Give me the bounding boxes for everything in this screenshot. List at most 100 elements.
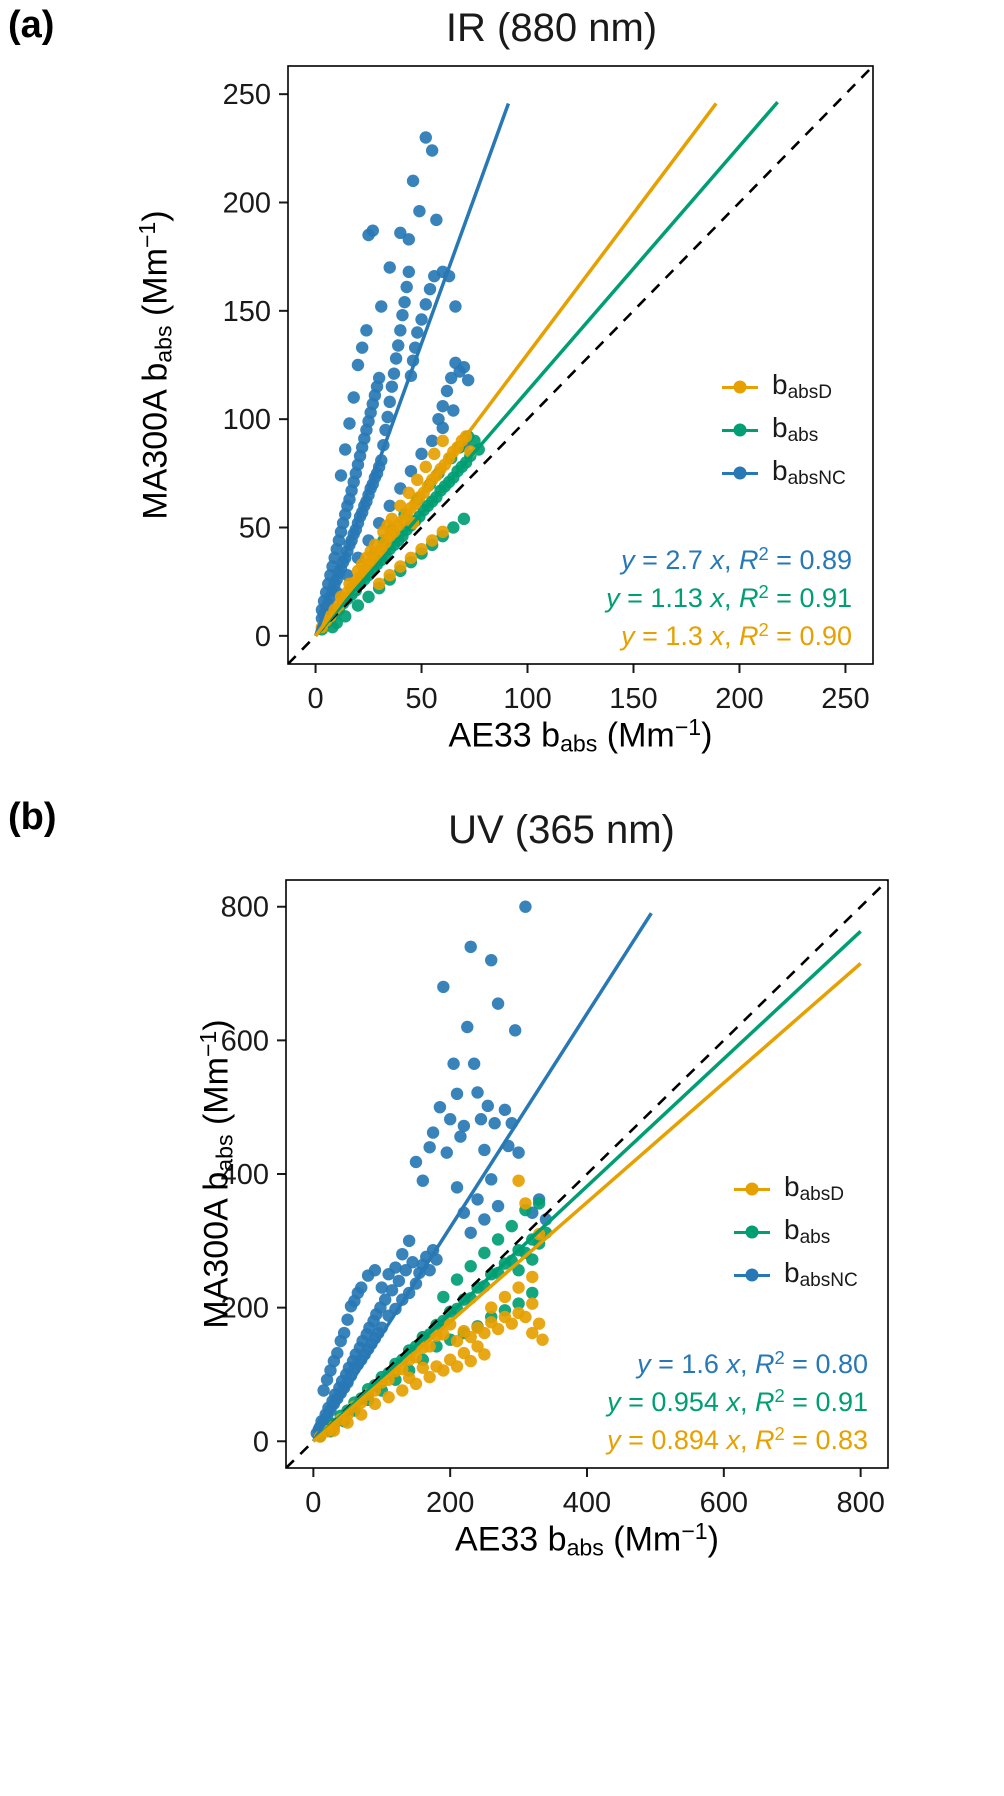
point-babsNC <box>409 1155 423 1169</box>
fit-equation-babsD: y = 1.3 x, R2 = 0.90 <box>621 619 852 652</box>
x-tick-label: 150 <box>609 683 657 715</box>
legend-label-babsD: babsD <box>784 1171 845 1206</box>
panel-b-legend: babsD babs babsNC <box>734 1171 858 1292</box>
panel-a-tag: (a) <box>8 4 55 46</box>
point-babsNC <box>478 1143 491 1157</box>
point-babs <box>351 599 365 612</box>
point-babsD <box>396 1384 409 1397</box>
x-tick-label: 200 <box>715 683 763 715</box>
point-babsNC <box>406 1256 419 1269</box>
fit-equation-babsNC: y = 1.6 x, R2 = 0.80 <box>637 1347 868 1380</box>
point-babsNC <box>398 295 411 309</box>
panel-b-x-axis-title: AE33 babs (Mm−1) <box>455 1518 719 1561</box>
x-tick-label: 250 <box>821 683 869 715</box>
point-babsNC <box>375 1281 388 1294</box>
point-babsD <box>450 1360 464 1373</box>
panel-border <box>285 879 889 1469</box>
x-tick-label: 800 <box>836 1487 884 1519</box>
legend-item-babsD: babsD <box>734 1171 858 1206</box>
point-babsD <box>532 1317 546 1330</box>
point-babsNC <box>464 1226 477 1239</box>
point-babsD <box>498 1290 512 1304</box>
point-babsD <box>464 1330 477 1344</box>
legend-key-point-icon <box>734 1230 770 1234</box>
fit-equation-babsD: y = 0.894 x, R2 = 0.83 <box>607 1423 868 1456</box>
point-babsNC <box>355 341 369 354</box>
panel-a-x-axis-title: AE33 babs (Mm−1) <box>448 714 713 757</box>
fit-equation-babsNC: y = 2.7 x, R2 = 0.89 <box>621 543 852 576</box>
point-babsD <box>536 1333 549 1346</box>
point-babsD <box>485 1301 498 1314</box>
point-babsNC <box>450 1181 464 1194</box>
point-babsD <box>505 1317 518 1330</box>
point-babsD <box>526 1297 539 1310</box>
point-babsNC <box>381 410 394 424</box>
point-babsD <box>512 1281 525 1294</box>
point-babs <box>437 1290 450 1304</box>
point-babsNC <box>485 953 498 967</box>
point-babsNC <box>440 384 454 398</box>
point-babsNC <box>423 282 437 296</box>
point-babs <box>512 1297 525 1310</box>
panel-b-fit-equations: y = 1.6 x, R2 = 0.80 y = 0.954 x, R2 = 0… <box>286 1342 868 1457</box>
y-tick-label: 0 <box>253 1426 269 1458</box>
point-babs <box>526 1253 539 1266</box>
point-babsNC <box>372 371 386 385</box>
x-tick-label: 100 <box>503 683 551 715</box>
y-tick-label: 0 <box>255 621 271 653</box>
point-babsD <box>491 1322 505 1336</box>
point-babsNC <box>394 324 407 337</box>
y-tick-label: 600 <box>221 1025 269 1057</box>
point-babsNC <box>415 447 428 461</box>
point-babsNC <box>341 1313 354 1326</box>
point-babsNC <box>404 464 418 478</box>
point-babsNC <box>457 360 471 374</box>
fit-line-babs <box>314 100 779 637</box>
point-babsNC <box>437 980 450 994</box>
panel-b: 0 200 400 600 800 0 200 400 600 800 (b) UV (365 n… <box>0 792 1004 1796</box>
point-babsNC <box>351 358 365 372</box>
point-babsNC <box>392 1274 406 1288</box>
point-babsNC <box>443 1113 457 1126</box>
point-babs <box>362 590 375 604</box>
point-babsNC <box>461 373 475 387</box>
point-babs <box>505 1219 518 1233</box>
legend-label-babsD: babsD <box>772 369 833 404</box>
point-babsNC <box>324 1364 337 1377</box>
point-babsNC <box>402 1234 416 1248</box>
point-babsNC <box>385 1284 399 1297</box>
point-babsNC <box>447 404 460 417</box>
panel-b-plot-canvas: 0 200 400 600 800 0 200 400 600 800 <box>221 879 889 1519</box>
point-babsNC <box>464 940 477 954</box>
point-babsD <box>355 1408 368 1421</box>
point-babsD <box>419 460 432 474</box>
point-babsNC <box>478 1213 491 1226</box>
point-babsNC <box>389 352 403 365</box>
point-babsD <box>519 1197 532 1210</box>
y-tick-label: 200 <box>221 1293 269 1325</box>
fit-equation-babs: y = 1.13 x, R2 = 0.91 <box>606 581 852 614</box>
point-babs <box>478 1246 491 1260</box>
point-babsNC <box>402 233 416 246</box>
point-babsD <box>404 551 418 565</box>
legend-item-babsD: babsD <box>722 369 846 404</box>
point-babsNC <box>347 391 360 404</box>
point-babs <box>512 1264 525 1277</box>
point-babsD <box>394 499 407 513</box>
point-babsNC <box>471 1193 484 1206</box>
legend-key-point-icon <box>722 428 758 432</box>
point-babsNC <box>355 1281 368 1294</box>
point-babsNC <box>317 1384 330 1397</box>
point-babsD <box>478 1326 491 1340</box>
point-babsNC <box>419 298 432 311</box>
point-babsD <box>436 434 449 448</box>
point-babs <box>526 1286 539 1300</box>
point-babs <box>450 1273 464 1286</box>
point-babsNC <box>366 224 379 237</box>
point-babsNC <box>491 1199 505 1213</box>
point-babsNC <box>457 1119 471 1133</box>
point-babsNC <box>406 174 420 188</box>
point-babsNC <box>508 1024 522 1037</box>
point-babsD <box>425 534 439 547</box>
